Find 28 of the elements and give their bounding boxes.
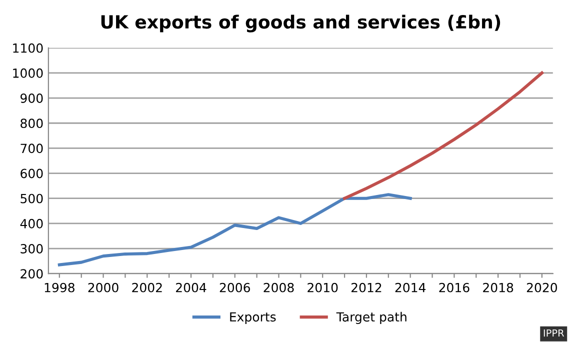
y-tick-label: 200 — [20, 269, 43, 279]
y-tick-label: 1000 — [13, 68, 43, 78]
y-tick-label: 1100 — [13, 43, 43, 53]
x-tick-label: 2020 — [526, 282, 558, 292]
x-tick-label: 2000 — [88, 282, 118, 292]
x-tick-label: 1998 — [44, 282, 74, 292]
line-series — [343, 71, 544, 200]
y-tick-label: 900 — [20, 94, 43, 103]
x-tick-label: 2014 — [395, 282, 426, 292]
legend-label: Exports — [230, 312, 276, 324]
x-tick-label: 2002 — [132, 282, 162, 292]
x-tick-label: 2004 — [176, 282, 206, 292]
y-tick-label: 600 — [20, 168, 43, 178]
y-tick-label: 500 — [20, 194, 43, 204]
chart-title: UK exports of goods and services (£bn) — [101, 14, 500, 32]
x-tick-label: 2016 — [439, 282, 470, 292]
y-tick-label: 300 — [20, 244, 43, 254]
x-tick-label: 2008 — [264, 282, 294, 292]
text: IPPR — [544, 329, 564, 337]
x-tick-label: 2006 — [220, 282, 250, 292]
x-tick-label: 2012 — [351, 282, 382, 292]
line-series — [58, 193, 412, 266]
y-tick-label: 800 — [20, 118, 43, 128]
x-tick-label: 2018 — [483, 282, 514, 292]
legend-label: Target path — [336, 312, 406, 324]
y-tick-label: 400 — [20, 218, 43, 228]
y-tick-label: 700 — [20, 144, 43, 154]
x-tick-label: 2010 — [308, 282, 338, 292]
